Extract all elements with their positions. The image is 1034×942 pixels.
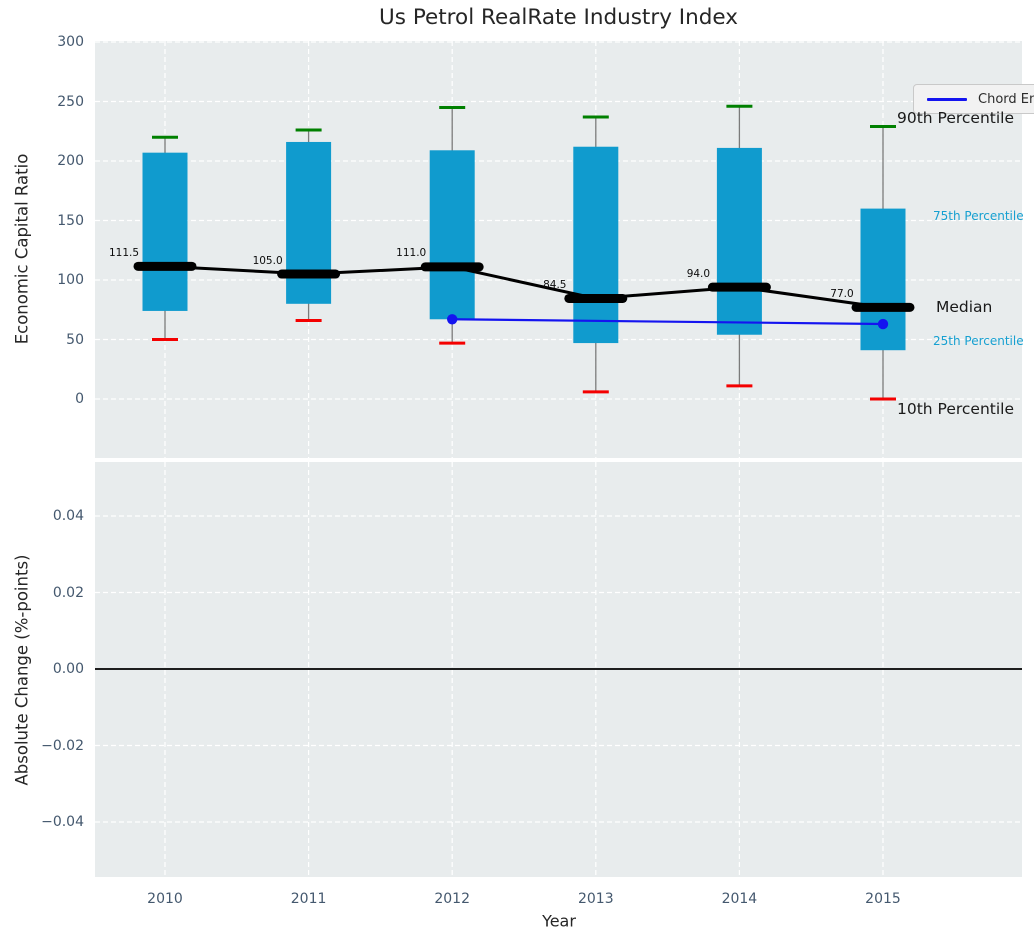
y-tick-label: 0.04 — [52, 508, 84, 524]
y-tick-label: −0.02 — [41, 737, 84, 754]
percentile-annotation: 90th Percentile — [897, 109, 1015, 128]
median-value-label: 84.5 — [543, 278, 567, 291]
percentile-annotation: 25th Percentile — [933, 333, 1024, 348]
x-tick-label: 2011 — [290, 891, 327, 907]
y-tick-label: 50 — [66, 331, 84, 348]
company-point — [447, 314, 458, 325]
iqr-box — [716, 147, 762, 335]
company-line — [452, 318, 884, 326]
iqr-box — [429, 150, 475, 320]
change-plot-canvas — [95, 462, 1022, 877]
box-plot-canvas — [95, 41, 1022, 458]
y-tick-label: 250 — [57, 93, 84, 110]
y-tick-label: 200 — [57, 153, 84, 169]
legend-label: Chord Energy Corp — [978, 91, 1034, 107]
percentile-annotation: Median — [936, 298, 993, 317]
top-axes: Chord Energy Corp — [95, 41, 1034, 458]
median-value-label: 105.0 — [252, 254, 283, 267]
x-tick-label: 2010 — [147, 891, 183, 907]
y-tick-label: 0.00 — [52, 661, 84, 677]
y-tick-label: 100 — [57, 272, 84, 288]
median-value-label: 111.0 — [396, 247, 427, 260]
company-point — [877, 318, 889, 330]
x-tick-label: 2015 — [865, 891, 901, 907]
y-tick-label: 0.02 — [52, 584, 84, 601]
y-axis-label-top: Economic Capital Ratio — [12, 153, 32, 345]
iqr-box — [286, 141, 332, 304]
legend-line-sample — [927, 97, 967, 101]
percentile-annotation: 10th Percentile — [897, 399, 1015, 418]
x-tick-label: 2014 — [721, 891, 758, 907]
median-value-label: 111.5 — [108, 246, 140, 259]
y-tick-label: 150 — [57, 212, 84, 229]
x-tick-label: 2013 — [577, 891, 614, 907]
chart-title: Us Petrol RealRate Industry Index — [379, 5, 738, 30]
bottom-axes — [95, 462, 1022, 877]
y-tick-label: 0 — [75, 391, 84, 407]
y-tick-label: 300 — [57, 34, 84, 50]
iqr-box — [142, 152, 188, 311]
x-axis-label: Year — [542, 911, 576, 931]
median-line — [164, 264, 884, 309]
y-tick-label: −0.04 — [41, 814, 84, 830]
percentile-annotation: 75th Percentile — [933, 208, 1024, 223]
median-value-label: 94.0 — [686, 267, 711, 280]
x-tick-label: 2012 — [434, 891, 471, 907]
legend[interactable]: Chord Energy Corp — [913, 84, 1034, 114]
iqr-box — [573, 146, 619, 344]
median-value-label: 77.0 — [830, 287, 854, 300]
